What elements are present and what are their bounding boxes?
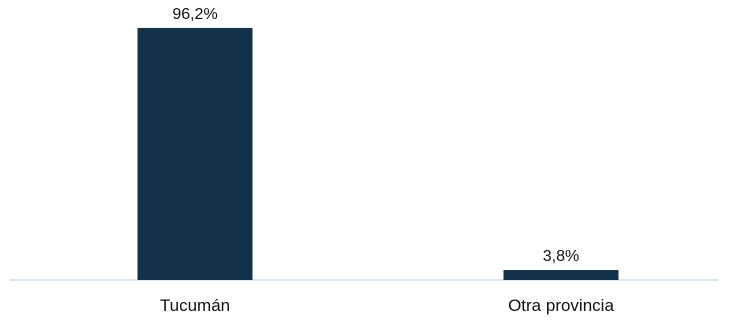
bar-1 [503, 270, 619, 280]
x-tick-label-1: Otra provincia [508, 296, 614, 315]
value-labels-group: 96,2% 3,8% [172, 6, 579, 265]
x-tick-labels-group: Tucumán Otra provincia [160, 296, 615, 315]
bars-group [137, 27, 619, 281]
bar-0 [137, 27, 253, 281]
x-tick-label-0: Tucumán [160, 296, 230, 315]
data-label-0: 96,2% [172, 6, 217, 23]
data-label-1: 3,8% [543, 248, 579, 265]
